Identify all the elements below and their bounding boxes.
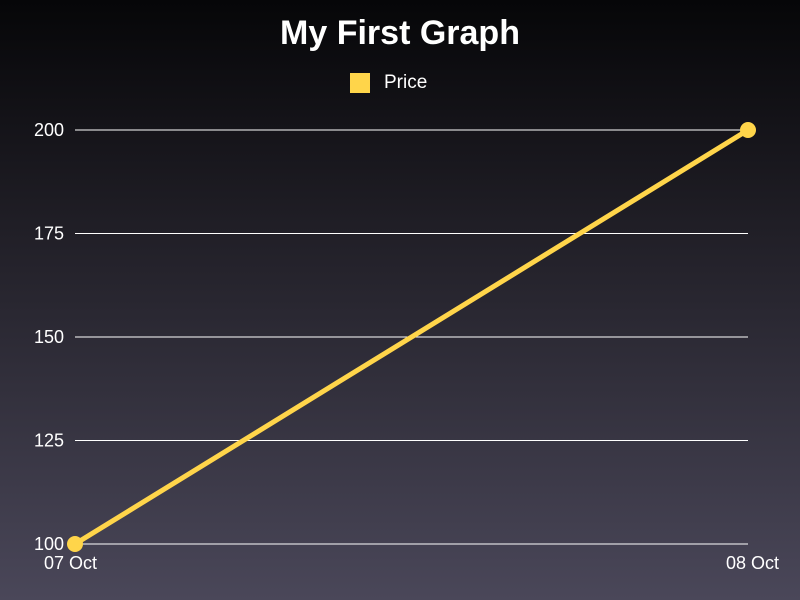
legend-swatch-price xyxy=(350,73,370,93)
x-tick-label: 08 Oct xyxy=(726,553,779,573)
y-tick-label: 125 xyxy=(34,431,64,451)
y-tick-label: 200 xyxy=(34,120,64,140)
legend-label-price: Price xyxy=(384,72,428,93)
y-tick-label: 150 xyxy=(34,327,64,347)
x-tick-label: 07 Oct xyxy=(44,553,97,573)
chart-title: My First Graph xyxy=(280,14,520,52)
y-tick-label: 100 xyxy=(34,534,64,554)
data-point[interactable] xyxy=(67,536,83,552)
data-point[interactable] xyxy=(740,122,756,138)
legend[interactable]: Price xyxy=(350,72,427,94)
y-tick-label: 175 xyxy=(34,224,64,244)
series-line-price xyxy=(72,127,751,547)
